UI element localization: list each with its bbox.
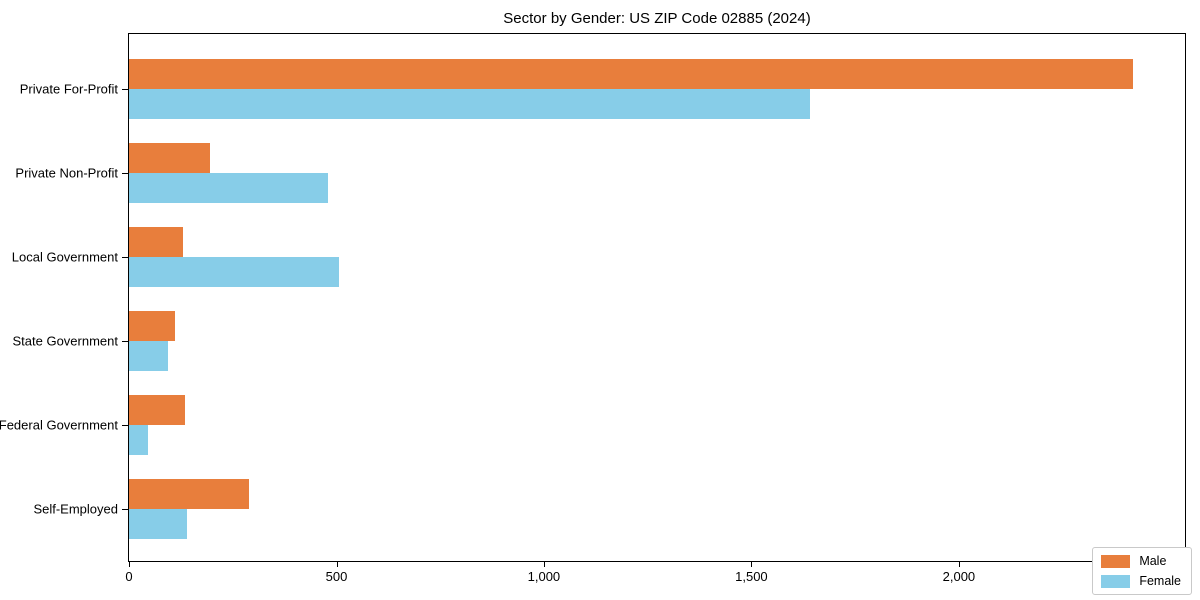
x-axis-tick: [336, 561, 338, 567]
bar-female-private-non-profit: [129, 173, 329, 203]
bar-male-federal-government: [129, 395, 185, 425]
y-axis-tick: [122, 89, 129, 90]
bar-female-private-for-profit: [129, 89, 810, 119]
legend-entry-male: Male: [1101, 554, 1181, 568]
x-axis-tick: [129, 561, 130, 567]
bar-male-self-employed: [129, 479, 250, 509]
bar-male-private-non-profit: [129, 143, 210, 173]
bar-female-self-employed: [129, 509, 188, 539]
bar-female-local-government: [129, 257, 339, 287]
y-axis-tick: [122, 257, 129, 258]
bar-male-state-government: [129, 311, 175, 341]
legend: Male Female: [1092, 547, 1192, 595]
bar-female-state-government: [129, 341, 169, 371]
y-axis-tick: [122, 509, 129, 510]
y-tick-label-state-government: State Government: [12, 333, 119, 349]
y-axis-tick: [122, 173, 129, 174]
bar-male-private-for-profit: [129, 59, 1134, 89]
y-axis-labels: Private For-Profit Private Non-Profit Loca…: [0, 33, 118, 562]
x-tick-label-1500: 1,500: [735, 569, 768, 584]
x-axis-tick: [543, 561, 545, 567]
y-tick-label-federal-government: Federal Government: [0, 417, 118, 433]
legend-swatch-male: [1101, 554, 1131, 568]
chart-title: Sector by Gender: US ZIP Code 02885 (202…: [503, 10, 811, 27]
bar-male-local-government: [129, 227, 183, 257]
y-tick-label-self-employed: Self-Employed: [33, 501, 118, 517]
y-axis-tick: [122, 425, 129, 426]
y-tick-label-private-non-profit: Private Non-Profit: [15, 165, 118, 181]
legend-label-male: Male: [1139, 554, 1167, 568]
legend-entry-female: Female: [1101, 574, 1181, 588]
x-tick-label-500: 500: [325, 569, 348, 584]
legend-label-female: Female: [1139, 574, 1181, 588]
bar-female-federal-government: [129, 425, 148, 455]
x-tick-label-2000: 2,000: [942, 569, 976, 584]
x-tick-label-1000: 1,000: [527, 569, 561, 584]
y-tick-label-private-for-profit: Private For-Profit: [19, 81, 118, 97]
x-axis-tick: [751, 561, 753, 567]
x-axis-tick: [958, 561, 960, 567]
legend-swatch-female: [1101, 574, 1131, 588]
y-tick-label-local-government: Local Government: [11, 249, 118, 265]
x-tick-label-0: 0: [125, 569, 133, 584]
y-axis-tick: [122, 341, 129, 342]
